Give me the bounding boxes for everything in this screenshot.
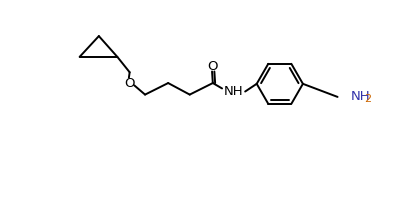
Text: 2: 2 [364, 94, 371, 104]
Text: NH: NH [224, 85, 243, 98]
Text: O: O [124, 77, 135, 89]
Text: NH: NH [351, 90, 370, 103]
Text: O: O [208, 60, 218, 73]
